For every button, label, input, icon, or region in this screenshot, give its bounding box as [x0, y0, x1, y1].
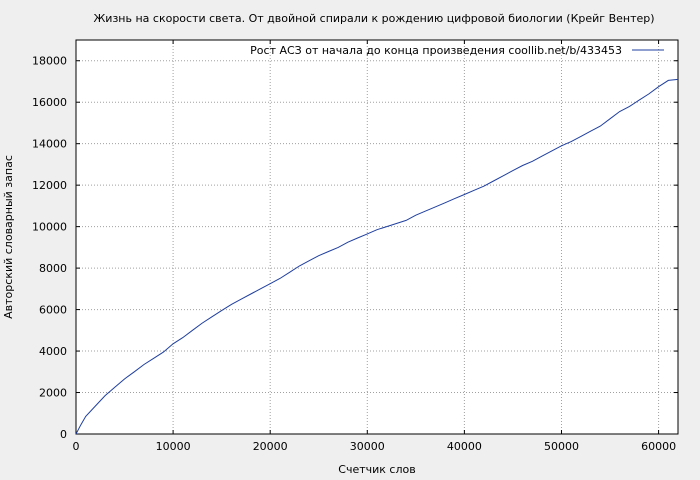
x-tick-label: 0	[73, 440, 80, 453]
series-line	[75, 78, 679, 435]
y-tick-label: 0	[60, 428, 67, 441]
x-tick-label: 20000	[253, 440, 288, 453]
y-tick-label: 14000	[32, 138, 67, 151]
x-tick-label: 30000	[350, 440, 385, 453]
chart-title: Жизнь на скорости света. От двойной спир…	[93, 12, 654, 25]
grid	[76, 40, 678, 434]
y-tick-label: 4000	[39, 345, 67, 358]
legend-label: Рост АСЗ от начала до конца произведения…	[250, 44, 622, 57]
axis-ticks: 0 10000 20000 30000 40000 50000 60000 0 2000 4000…	[32, 40, 678, 453]
y-tick-label: 18000	[32, 55, 67, 68]
x-axis-title: Счетчик слов	[338, 463, 415, 476]
x-tick-label: 10000	[156, 440, 191, 453]
y-tick-label: 6000	[39, 304, 67, 317]
y-tick-label: 2000	[39, 387, 67, 400]
series-group	[75, 78, 679, 435]
legend: Рост АСЗ от начала до конца произведения…	[250, 44, 664, 57]
y-tick-label: 8000	[39, 262, 67, 275]
y-tick-label: 16000	[32, 96, 67, 109]
x-tick-label: 50000	[544, 440, 579, 453]
plot-area	[75, 39, 679, 435]
y-tick-label: 12000	[32, 179, 67, 192]
y-tick-label: 10000	[32, 221, 67, 234]
y-axis-title: Авторский словарный запас	[2, 155, 15, 319]
x-tick-label: 40000	[447, 440, 482, 453]
x-tick-label: 60000	[641, 440, 676, 453]
